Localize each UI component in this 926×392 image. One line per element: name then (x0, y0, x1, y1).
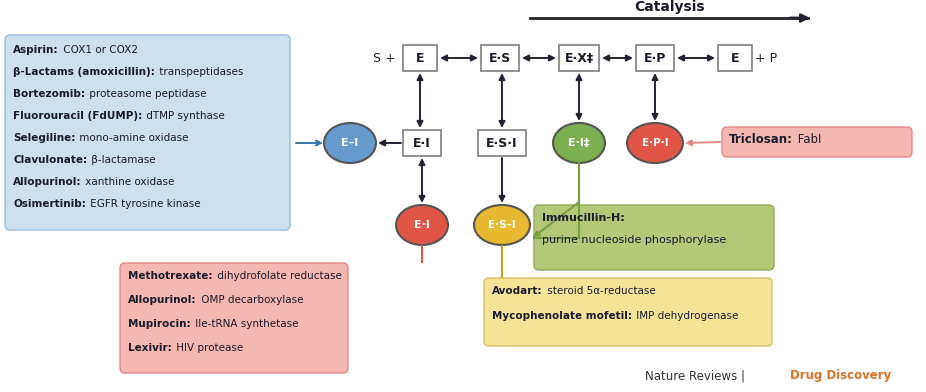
Text: + P: + P (755, 51, 777, 65)
Bar (718, 45, 752, 71)
Text: E: E (731, 51, 739, 65)
Text: Nature Reviews |: Nature Reviews | (645, 369, 749, 382)
Text: Aspirin:: Aspirin: (13, 45, 58, 55)
FancyBboxPatch shape (534, 205, 774, 270)
Text: Avodart:: Avodart: (492, 286, 543, 296)
Text: E·I: E·I (413, 136, 431, 149)
FancyBboxPatch shape (722, 127, 912, 157)
Text: β-Lactams (amoxicillin):: β-Lactams (amoxicillin): (13, 67, 155, 77)
Text: E: E (416, 51, 424, 65)
Text: Allopurinol:: Allopurinol: (128, 295, 196, 305)
Text: E–I: E–I (342, 138, 358, 148)
FancyBboxPatch shape (5, 35, 290, 230)
Text: E·P·I: E·P·I (642, 138, 669, 148)
Text: Selegiline:: Selegiline: (13, 133, 75, 143)
Text: Triclosan:: Triclosan: (729, 133, 793, 146)
Text: steroid 5α-reductase: steroid 5α-reductase (544, 286, 656, 296)
Bar (481, 45, 519, 71)
Bar (559, 45, 599, 71)
Text: E·S–I: E·S–I (488, 220, 516, 230)
Text: Catalysis: Catalysis (634, 0, 706, 14)
Text: E·X‡: E·X‡ (565, 51, 594, 65)
Text: xanthine oxidase: xanthine oxidase (82, 177, 175, 187)
Text: EGFR tyrosine kinase: EGFR tyrosine kinase (87, 199, 201, 209)
Text: Allopurinol:: Allopurinol: (13, 177, 81, 187)
Text: Clavulonate:: Clavulonate: (13, 155, 87, 165)
Text: Drug Discovery: Drug Discovery (790, 369, 891, 382)
Text: β-lactamase: β-lactamase (88, 155, 156, 165)
Text: Lexivir:: Lexivir: (128, 343, 171, 353)
Text: FabI: FabI (794, 133, 821, 146)
Text: HIV protease: HIV protease (173, 343, 243, 353)
Ellipse shape (396, 205, 448, 245)
Ellipse shape (324, 123, 376, 163)
Text: transpeptidases: transpeptidases (156, 67, 244, 77)
Text: Bortezomib:: Bortezomib: (13, 89, 85, 99)
FancyBboxPatch shape (484, 278, 772, 346)
Bar (636, 45, 674, 71)
Text: purine nucleoside phosphorylase: purine nucleoside phosphorylase (542, 235, 726, 245)
Text: E·P: E·P (644, 51, 666, 65)
Text: Fluorouracil (FdUMP):: Fluorouracil (FdUMP): (13, 111, 143, 121)
Text: Mupirocin:: Mupirocin: (128, 319, 191, 329)
Text: E·I: E·I (414, 220, 430, 230)
Text: dihydrofolate reductase: dihydrofolate reductase (214, 271, 342, 281)
Bar (403, 45, 437, 71)
Bar (478, 130, 526, 156)
Text: E·I‡: E·I‡ (569, 138, 590, 148)
Text: Mycophenolate mofetil:: Mycophenolate mofetil: (492, 311, 632, 321)
Text: proteasome peptidase: proteasome peptidase (86, 89, 206, 99)
Text: dTMP synthase: dTMP synthase (144, 111, 225, 121)
Text: Ile-tRNA synthetase: Ile-tRNA synthetase (192, 319, 298, 329)
Text: E·S: E·S (489, 51, 511, 65)
Text: mono-amine oxidase: mono-amine oxidase (76, 133, 189, 143)
Text: S +: S + (373, 51, 400, 65)
Text: OMP decarboxylase: OMP decarboxylase (197, 295, 303, 305)
Ellipse shape (627, 123, 683, 163)
FancyBboxPatch shape (120, 263, 348, 373)
Ellipse shape (553, 123, 605, 163)
Bar (403, 130, 441, 156)
Text: E·S·I: E·S·I (486, 136, 518, 149)
Text: IMP dehydrogenase: IMP dehydrogenase (633, 311, 738, 321)
Text: Methotrexate:: Methotrexate: (128, 271, 212, 281)
Text: Immucillin-H:: Immucillin-H: (542, 213, 625, 223)
Ellipse shape (474, 205, 530, 245)
Text: Osimertinib:: Osimertinib: (13, 199, 86, 209)
Text: COX1 or COX2: COX1 or COX2 (59, 45, 137, 55)
